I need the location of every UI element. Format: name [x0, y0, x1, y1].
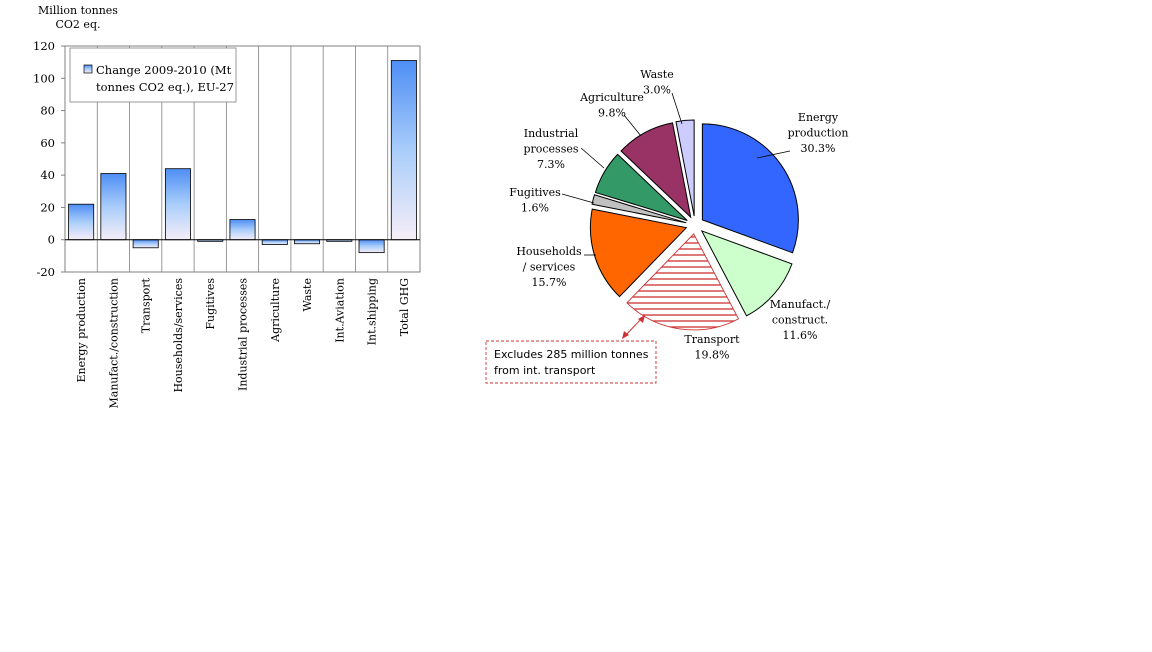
slice-label: Households	[516, 245, 582, 258]
y-tick-label: 60	[40, 136, 55, 150]
bar	[100, 173, 127, 241]
category-label: Agriculture	[269, 278, 282, 343]
category-label: Energy production	[75, 278, 88, 383]
slice-label: construct.	[772, 314, 828, 327]
legend-label: tonnes CO2 eq.), EU-27	[96, 80, 234, 94]
legend-box	[69, 47, 237, 103]
leader-line	[561, 193, 595, 204]
annotation-box	[485, 340, 657, 384]
y-axis-title: CO2 eq.	[56, 18, 101, 31]
slice-label: / services	[523, 261, 576, 274]
y-tick-label: 120	[33, 39, 55, 53]
slice-label: Manufact./	[770, 298, 831, 311]
plot-area	[64, 45, 421, 273]
pie-slice	[701, 123, 799, 254]
bar	[132, 239, 159, 249]
slice-label: 19.8%	[695, 349, 730, 362]
slice-label: 15.7%	[532, 276, 567, 289]
slice-label: 30.3%	[801, 142, 836, 155]
category-label: Total GHG	[398, 278, 411, 336]
y-axis-title: Million tonnes	[38, 4, 118, 17]
slice-label: 11.6%	[783, 329, 818, 342]
slice-label: Fugitives	[509, 186, 561, 199]
slice-label: Industrial	[524, 127, 579, 140]
pie-slice	[589, 208, 688, 298]
pie-slice	[591, 194, 687, 224]
pie-slice	[626, 233, 740, 331]
bar	[390, 60, 417, 241]
legend-swatch	[83, 64, 93, 74]
slice-label: production	[788, 127, 849, 140]
slice-label: Agriculture	[579, 91, 644, 104]
y-tick-label: -20	[36, 265, 55, 279]
annotation-text: Excludes 285 million tonnes	[494, 348, 649, 361]
slice-label: Energy	[798, 111, 839, 124]
slice-label: Waste	[640, 68, 673, 81]
bar	[358, 239, 385, 254]
category-label: Fugitives	[204, 278, 217, 330]
y-tick-label: 0	[48, 233, 55, 247]
slice-label: 3.0%	[643, 84, 671, 97]
slice-label: processes	[523, 143, 578, 156]
bar	[229, 219, 256, 241]
arrowhead	[622, 331, 629, 339]
slice-label: 1.6%	[521, 202, 549, 215]
bar	[68, 203, 95, 241]
pie-slice	[620, 122, 692, 219]
leader-line	[671, 92, 683, 125]
category-label: Households/services	[172, 278, 185, 393]
category-label: Industrial processes	[237, 278, 250, 391]
y-tick-label: 80	[40, 104, 55, 118]
slice-label: 9.8%	[598, 107, 626, 120]
pie-slice	[675, 119, 695, 217]
bar	[261, 239, 288, 245]
legend-label: Change 2009-2010 (Mt	[96, 63, 232, 77]
annotation-text: from int. transport	[494, 364, 596, 377]
leader-line	[756, 150, 791, 159]
pie-slice	[594, 153, 688, 221]
leader-line	[623, 114, 642, 137]
y-tick-label: 100	[33, 71, 55, 85]
category-label: Manufact./construction	[107, 278, 120, 409]
slice-label: 7.3%	[537, 158, 565, 171]
category-label: Int.Aviation	[333, 278, 346, 343]
pie-slice	[700, 230, 793, 317]
y-tick-label: 20	[40, 200, 55, 214]
leader-line	[580, 147, 605, 169]
slice-label: Transport	[684, 333, 740, 346]
arrowhead	[638, 315, 645, 323]
category-label: Waste	[301, 278, 314, 311]
category-label: Transport	[140, 277, 153, 333]
bar	[294, 239, 321, 245]
category-label: Int.shipping	[366, 278, 379, 345]
bar	[164, 168, 191, 241]
y-tick-label: 40	[40, 168, 55, 182]
